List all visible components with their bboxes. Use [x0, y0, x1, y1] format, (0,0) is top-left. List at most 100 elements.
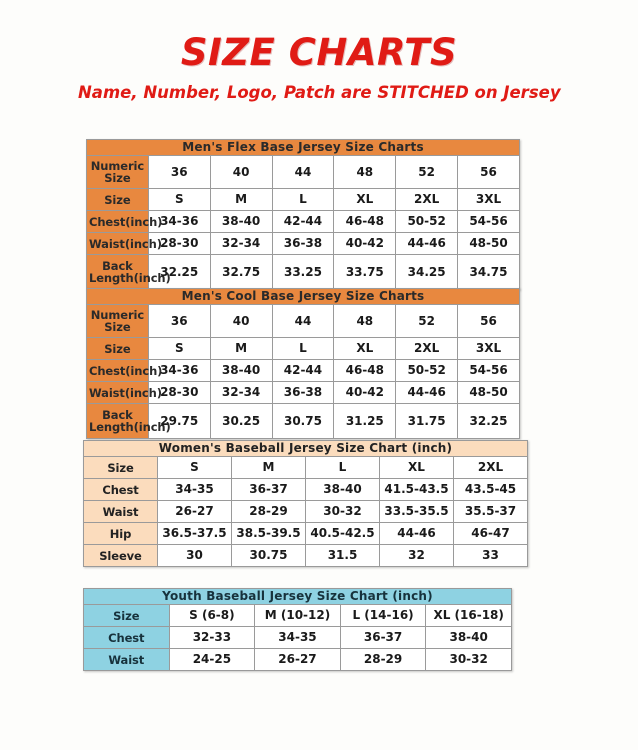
table-cell: 41.5-43.5	[379, 478, 454, 502]
table-cell: 43.5-45	[453, 478, 528, 502]
table-cell: 38-40	[209, 210, 273, 234]
table-row: Size S M L XL 2XL 3XL	[86, 337, 520, 361]
table-row: Size S (6-8) M (10-12) L (14-16) XL (16-18)	[83, 604, 512, 628]
size-table: Men's Cool Base Jersey Size Charts Numeri…	[86, 287, 520, 440]
row-label: Chest(inch)	[86, 210, 162, 234]
table-cell: 48	[333, 304, 397, 339]
table-cell: 40	[209, 304, 273, 339]
table-cell: 35.5-37	[453, 500, 528, 524]
table-cell: 52	[395, 155, 459, 190]
table-cell: 33.25	[271, 254, 335, 291]
table-cell: 30.25	[209, 403, 273, 440]
table-cell: 28-30	[147, 232, 211, 256]
table-cell: 54-56	[457, 210, 520, 234]
table-cell: 42-44	[271, 359, 335, 383]
table-title-row: Men's Flex Base Jersey Size Charts	[86, 138, 520, 157]
table-cell: 38.5-39.5	[231, 522, 306, 546]
row-label: Sleeve	[83, 544, 158, 568]
table-row: Hip 36.5-37.5 38.5-39.5 40.5-42.5 44-46 46-47	[83, 522, 528, 546]
table-row: Numeric Size 36 40 44 48 52 56	[86, 304, 520, 339]
table-row: Waist(inch) 28-30 32-34 36-38 40-42 44-46 48-5…	[86, 381, 520, 405]
table-cell: 32.75	[209, 254, 273, 291]
row-label: Size	[86, 337, 149, 361]
table-cell: 34-35	[157, 478, 232, 502]
table-cell: 56	[457, 155, 520, 190]
table-body: Women's Baseball Jersey Size Chart (inch…	[83, 439, 528, 568]
table-cell: 52	[395, 304, 459, 339]
table-row: Size S M L XL 2XL 3XL	[86, 188, 520, 212]
size-table: Women's Baseball Jersey Size Chart (inch…	[83, 439, 528, 568]
row-label: Waist(inch)	[86, 381, 162, 405]
table-cell: 33.5-35.5	[379, 500, 454, 524]
table-cell: 40	[209, 155, 273, 190]
table-cell: 32	[379, 544, 454, 568]
table-cell: 46-47	[453, 522, 528, 546]
table-cell: 40.5-42.5	[305, 522, 380, 546]
table-cell: 44	[271, 155, 335, 190]
table-cell: 24-25	[168, 648, 256, 672]
row-label: Size	[83, 456, 158, 480]
table-cell: 34-36	[147, 210, 211, 234]
table-title-row: Youth Baseball Jersey Size Chart (inch)	[83, 587, 512, 606]
table-cell: 44-46	[395, 232, 459, 256]
table-row: Waist 26-27 28-29 30-32 33.5-35.5 35.5-37	[83, 500, 528, 524]
table-cell: 56	[457, 304, 520, 339]
table-cell: 30-32	[425, 648, 512, 672]
row-label: Hip	[83, 522, 158, 546]
row-label: Waist	[83, 500, 158, 524]
table-cell: 36-38	[271, 232, 335, 256]
table-cell: 36-37	[231, 478, 306, 502]
table-cell: 36	[147, 304, 211, 339]
table-cell: 32-34	[209, 232, 273, 256]
table-cell: 42-44	[271, 210, 335, 234]
table-cell: XL	[333, 337, 397, 361]
table-cell: 30.75	[271, 403, 335, 440]
table-cell: 36-38	[271, 381, 335, 405]
table-cell: 32.25	[457, 403, 520, 440]
table-cell: 50-52	[395, 210, 459, 234]
row-label: Chest(inch)	[86, 359, 162, 383]
table-womens-baseball: Women's Baseball Jersey Size Chart (inch…	[83, 439, 528, 568]
table-cell: 38-40	[209, 359, 273, 383]
table-cell: S	[147, 337, 211, 361]
table-title-row: Men's Cool Base Jersey Size Charts	[86, 287, 520, 306]
table-title: Men's Flex Base Jersey Size Charts	[86, 138, 520, 157]
table-cell: M	[231, 456, 306, 480]
table-cell: 40-42	[333, 232, 397, 256]
table-cell: L	[305, 456, 380, 480]
table-cell: 36.5-37.5	[157, 522, 232, 546]
table-cell: XL	[333, 188, 397, 212]
table-cell: XL (16-18)	[425, 604, 512, 628]
table-cell: 26-27	[254, 648, 341, 672]
row-label: Back Length(inch)	[86, 403, 171, 440]
table-cell: 36	[147, 155, 211, 190]
table-row: Chest(inch) 34-36 38-40 42-44 46-48 50-52 54-5…	[86, 359, 520, 383]
table-cell: 48	[333, 155, 397, 190]
table-cell: 2XL	[395, 337, 459, 361]
table-row: Waist 24-25 26-27 28-29 30-32	[83, 648, 512, 672]
table-cell: M	[209, 188, 273, 212]
table-body: Men's Cool Base Jersey Size Charts Numeri…	[86, 287, 520, 440]
table-cell: 3XL	[457, 337, 520, 361]
page-title: SIZE CHARTS	[180, 31, 458, 74]
table-cell: L	[271, 337, 335, 361]
row-label: Waist(inch)	[86, 232, 162, 256]
table-cell: 26-27	[157, 500, 232, 524]
table-cell: 30	[157, 544, 232, 568]
table-cell: 48-50	[457, 381, 520, 405]
table-mens-cool-base: Men's Cool Base Jersey Size Charts Numeri…	[86, 287, 520, 440]
table-title-row: Women's Baseball Jersey Size Chart (inch…	[83, 439, 528, 458]
table-cell: 38-40	[305, 478, 380, 502]
table-cell: 44	[271, 304, 335, 339]
table-cell: 46-48	[333, 210, 397, 234]
table-cell: S	[147, 188, 211, 212]
table-cell: 44-46	[379, 522, 454, 546]
size-table: Men's Flex Base Jersey Size Charts Numeri…	[86, 138, 520, 291]
table-cell: XL	[379, 456, 454, 480]
table-row: Back Length(inch) 29.75 30.25 30.75 31.25 31.7…	[86, 403, 520, 440]
table-cell: 31.5	[305, 544, 380, 568]
table-cell: M	[209, 337, 273, 361]
row-label: Waist	[83, 648, 170, 672]
table-cell: 31.75	[395, 403, 459, 440]
